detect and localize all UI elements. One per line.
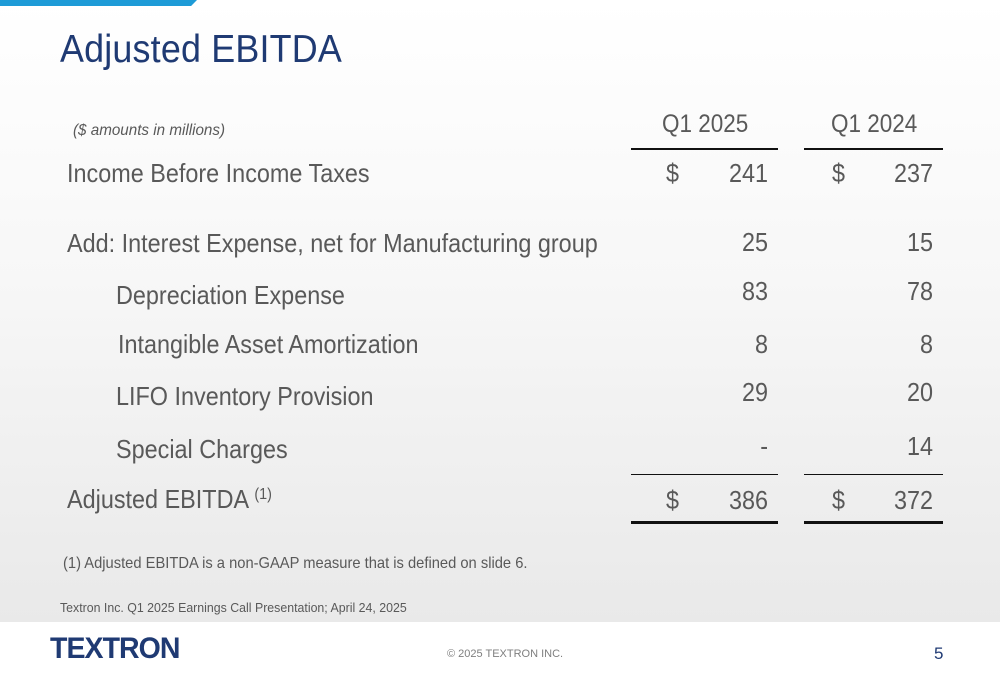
total-label-text: Adjusted EBITDA	[67, 484, 248, 514]
value-depreciation-q1-2024: 78	[906, 276, 933, 306]
footnote-text: (1) Adjusted EBITDA is a non-GAAP measur…	[63, 555, 528, 572]
subtotal-rule-q1-2025	[631, 474, 778, 475]
page-number: 5	[934, 644, 944, 663]
row-label-interest-expense: Add: Interest Expense, net for Manufactu…	[67, 228, 598, 258]
subtotal-rule-q1-2024	[804, 474, 943, 475]
value-amortization-q1-2025: 8	[754, 329, 768, 359]
row-label-amortization: Intangible Asset Amortization	[118, 329, 419, 359]
value-interest-expense-q1-2024: 15	[906, 227, 933, 257]
textron-logo: TEXTRON	[50, 632, 180, 665]
total-value-q1-2025: 386	[728, 485, 768, 515]
footnote-ref: (1)	[254, 486, 272, 503]
total-dollar-sign-q1-2025: $	[666, 485, 680, 515]
value-lifo-q1-2025: 29	[741, 377, 768, 407]
total-label: Adjusted EBITDA (1)	[67, 484, 272, 515]
column-header-q1-2024: Q1 2024	[831, 110, 918, 138]
copyright-text: © 2025 TEXTRON INC.	[447, 648, 564, 660]
value-amortization-q1-2024: 8	[919, 329, 933, 359]
value-special-charges-q1-2024: 14	[906, 431, 933, 461]
top-accent-bar	[0, 0, 197, 6]
dollar-sign-q1-2024: $	[832, 158, 846, 188]
column-header-q1-2025: Q1 2025	[662, 110, 749, 138]
total-value-q1-2024: 372	[893, 485, 933, 515]
row-label-special-charges: Special Charges	[116, 434, 288, 464]
slide-body: Adjusted EBITDA ($ amounts in millions) …	[0, 0, 1000, 622]
value-special-charges-q1-2025: -	[760, 431, 768, 461]
row-label-lifo: LIFO Inventory Provision	[116, 381, 374, 411]
value-interest-expense-q1-2025: 25	[741, 227, 768, 257]
row-label-income-before-taxes: Income Before Income Taxes	[67, 158, 370, 188]
page-title: Adjusted EBITDA	[60, 28, 342, 71]
value-income-before-taxes-q1-2025: 241	[728, 158, 768, 188]
value-lifo-q1-2024: 20	[906, 377, 933, 407]
footer-bar	[0, 622, 1000, 685]
header-rule-q1-2024	[804, 148, 943, 150]
value-depreciation-q1-2025: 83	[741, 276, 768, 306]
header-rule-q1-2025	[631, 148, 778, 150]
units-note: ($ amounts in millions)	[73, 122, 226, 139]
value-income-before-taxes-q1-2024: 237	[893, 158, 933, 188]
total-double-rule-q1-2025	[631, 521, 778, 524]
total-double-rule-q1-2024	[804, 521, 943, 524]
source-text: Textron Inc. Q1 2025 Earnings Call Prese…	[60, 600, 407, 615]
row-label-depreciation: Depreciation Expense	[116, 280, 345, 310]
total-dollar-sign-q1-2024: $	[832, 485, 846, 515]
dollar-sign-q1-2025: $	[666, 158, 680, 188]
